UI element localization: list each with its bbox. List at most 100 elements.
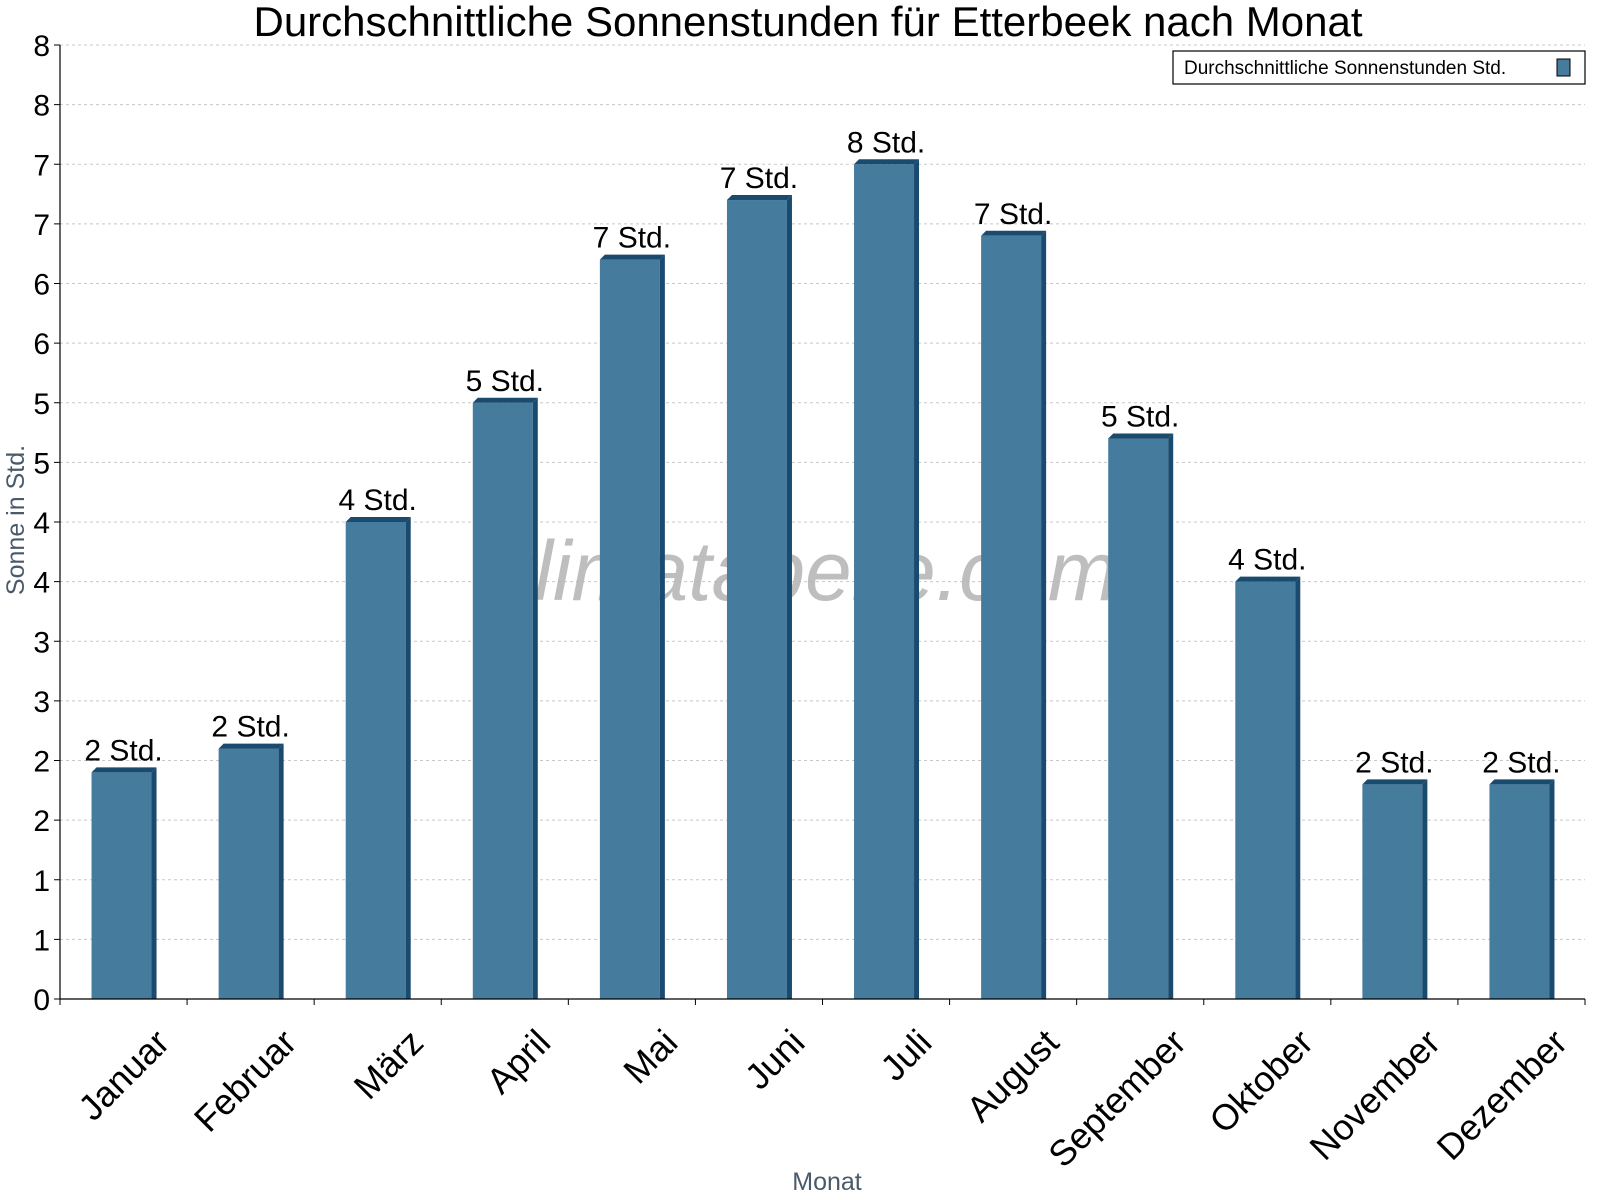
- bar-side: [532, 397, 538, 999]
- bar-side: [786, 195, 792, 999]
- data-label: 4 Std.: [1228, 544, 1306, 577]
- y-tick-label: 3: [33, 686, 50, 719]
- y-tick-label: 3: [33, 626, 50, 659]
- chart-title: Durchschnittliche Sonnenstunden für Ette…: [253, 0, 1362, 45]
- bar-top: [726, 195, 792, 201]
- y-tick-labels: 0 1 1 2 2 3 3 4 4 5 5 6 6 7 7 8 8: [33, 30, 50, 1017]
- bar-side: [1549, 779, 1555, 999]
- bar-top: [854, 159, 920, 165]
- data-label: 5 Std.: [466, 365, 544, 398]
- bar-januar: 2 Std.: [84, 734, 163, 999]
- data-label: 7 Std.: [593, 222, 671, 255]
- bar-face: [1108, 438, 1169, 999]
- legend-swatch: [1556, 58, 1571, 77]
- bar-side: [151, 767, 157, 999]
- bar-side: [659, 254, 665, 999]
- y-tick-label: 1: [33, 865, 50, 898]
- bar-face: [981, 235, 1042, 1000]
- bar-face: [1362, 784, 1423, 999]
- bar-märz: 4 Std.: [339, 484, 417, 999]
- x-tick-label: März: [346, 1021, 432, 1107]
- bar-face: [854, 164, 915, 999]
- legend-box: [1172, 50, 1586, 85]
- bar-face: [91, 772, 152, 999]
- data-label: 2 Std.: [1355, 746, 1433, 779]
- legend-label: Durchschnittliche Sonnenstunden Std.: [1184, 58, 1506, 79]
- bar-november: 2 Std.: [1355, 746, 1434, 999]
- data-label: 8 Std.: [847, 126, 925, 159]
- bar-april: 5 Std.: [466, 365, 544, 999]
- bar-side: [1168, 433, 1174, 999]
- x-tick-label: Juli: [872, 1021, 939, 1088]
- bar-oktober: 4 Std.: [1228, 544, 1306, 999]
- y-tick-label: 2: [33, 805, 50, 838]
- bar-august: 7 Std.: [974, 198, 1052, 1000]
- bar-top: [1108, 433, 1174, 439]
- legend: Durchschnittliche Sonnenstunden Std.: [1172, 50, 1586, 85]
- x-tick-label: Januar: [70, 1021, 177, 1128]
- bar-face: [345, 522, 406, 999]
- x-tick-label: Juni: [737, 1021, 813, 1097]
- x-tick-label: August: [958, 1021, 1066, 1129]
- y-tick-label: 5: [33, 447, 50, 480]
- x-tick-label: Dezember: [1429, 1021, 1575, 1167]
- y-tick-label: 6: [33, 269, 50, 302]
- y-tick-label: 5: [33, 388, 50, 421]
- bar-juli: 8 Std.: [847, 126, 925, 999]
- bar-top: [1362, 779, 1428, 785]
- y-tick-label: 4: [33, 567, 50, 600]
- bar-top: [1235, 576, 1301, 582]
- bar-side: [1295, 576, 1301, 999]
- bar-side: [1422, 779, 1428, 999]
- bar-face: [726, 200, 787, 999]
- bar-side: [278, 743, 284, 999]
- bar-september: 5 Std.: [1101, 401, 1179, 999]
- bar-top: [345, 517, 411, 522]
- x-tick-label: Februar: [186, 1021, 304, 1139]
- bar-side: [405, 517, 411, 999]
- y-tick-label: 8: [33, 30, 50, 63]
- bar-top: [981, 230, 1047, 236]
- grid-lines: [60, 44, 1585, 940]
- x-axis-label: Monat: [792, 1168, 862, 1196]
- bar-face: [1235, 581, 1296, 999]
- x-tick-label: Oktober: [1201, 1021, 1321, 1141]
- bar-dezember: 2 Std.: [1482, 746, 1561, 999]
- bar-face: [599, 259, 660, 999]
- x-tick-labels: Januar Februar März April Mai Juni Juli AugustS…: [70, 1021, 1575, 1175]
- bar-side: [914, 159, 920, 999]
- x-tick-label: September: [1040, 1021, 1194, 1175]
- bar-juni: 7 Std.: [720, 162, 798, 999]
- data-label: 7 Std.: [974, 198, 1052, 231]
- bar-top: [1489, 779, 1555, 785]
- data-label: 4 Std.: [339, 484, 417, 517]
- y-axis-label: Sonne in Std.: [2, 445, 30, 595]
- data-label: 2 Std.: [84, 734, 162, 767]
- bars: 2 Std. 2 Std. 4 Std. 5 Std. 7 Std. 7 Std. 8 St…: [84, 126, 1561, 1000]
- bar-face: [1489, 784, 1550, 999]
- y-tick-label: 7: [33, 149, 50, 182]
- bar-face: [472, 402, 533, 999]
- data-label: 2 Std.: [1482, 746, 1560, 779]
- y-tick-label: 2: [33, 746, 50, 779]
- bar-mai: 7 Std.: [593, 222, 671, 999]
- y-tick-label: 4: [33, 507, 50, 540]
- y-tick-label: 8: [33, 90, 50, 123]
- axes: [54, 44, 1586, 1005]
- bar-top: [472, 397, 538, 403]
- data-label: 2 Std.: [211, 711, 289, 744]
- y-tick-label: 1: [33, 924, 50, 957]
- bar-top: [91, 767, 157, 773]
- bar-side: [1041, 230, 1047, 1000]
- x-tick-label: November: [1301, 1021, 1447, 1167]
- x-tick-label: April: [478, 1021, 558, 1101]
- y-tick-label: 6: [33, 328, 50, 361]
- data-label: 7 Std.: [720, 162, 798, 195]
- x-tick-label: Mai: [615, 1021, 685, 1091]
- data-label: 5 Std.: [1101, 401, 1179, 434]
- y-tick-label: 0: [33, 984, 50, 1017]
- bar-face: [218, 748, 279, 999]
- bar-februar: 2 Std.: [211, 711, 290, 999]
- y-tick-label: 7: [33, 209, 50, 242]
